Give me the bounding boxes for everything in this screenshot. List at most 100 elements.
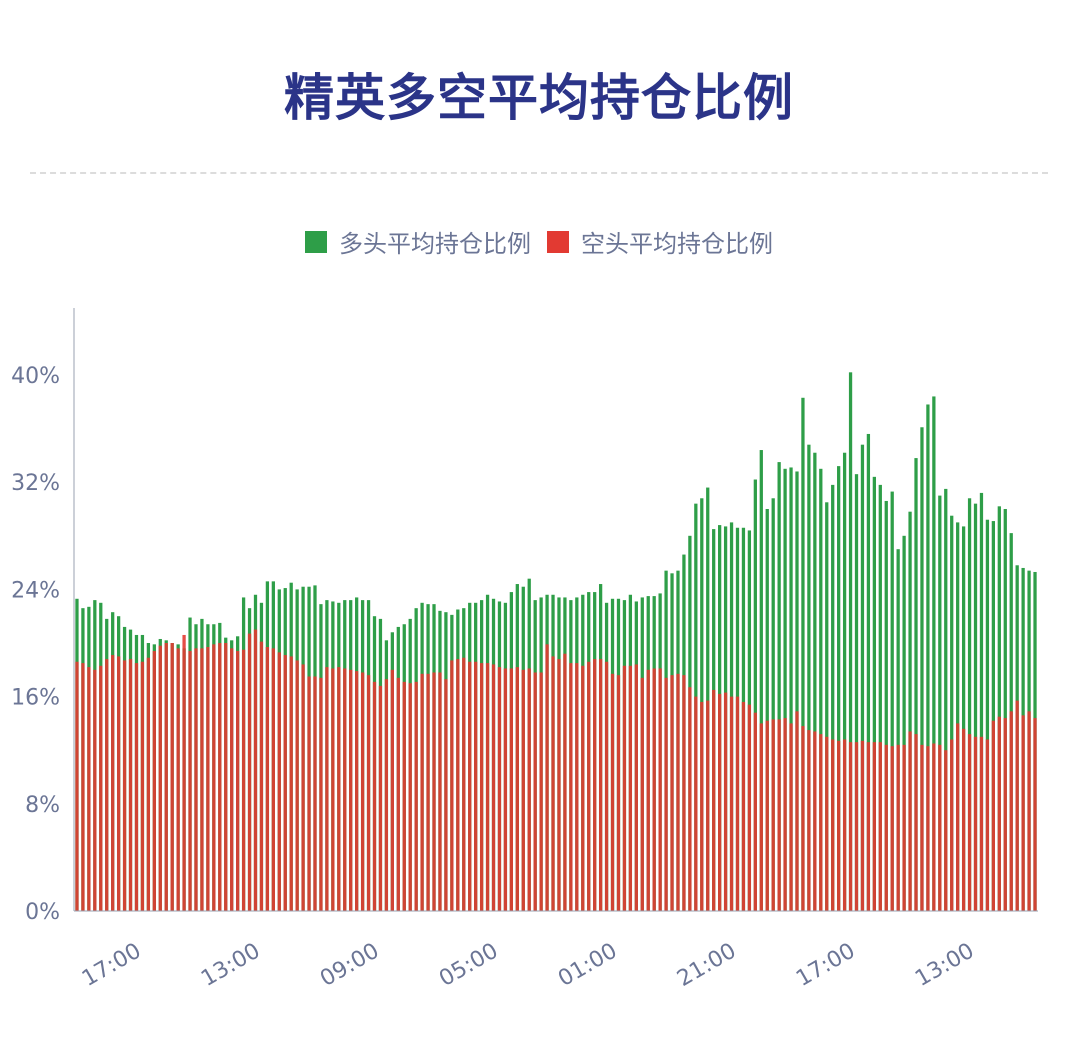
bar-short [545, 644, 549, 911]
chart-title: 精英多空平均持仓比例 [284, 69, 794, 127]
bar-long [961, 526, 966, 911]
x-tick-label: 17:00 [78, 939, 145, 992]
bar-short [81, 663, 85, 911]
bar-long [777, 462, 781, 911]
bar-short [360, 672, 365, 911]
bar-long [938, 495, 942, 911]
bar-short [265, 647, 270, 911]
bar-short [212, 644, 216, 911]
bar-long [783, 468, 787, 911]
bar-short [462, 657, 466, 911]
bar-short [218, 643, 222, 911]
bar-short [182, 634, 186, 911]
bar-short [87, 667, 91, 911]
bar-short [712, 689, 716, 911]
bar-short [967, 734, 972, 911]
bar-short [521, 669, 525, 911]
bar-short [414, 681, 418, 911]
bar-long [896, 549, 900, 911]
bar-short [759, 723, 763, 911]
bar-short [247, 633, 252, 911]
bar-short [396, 677, 400, 911]
legend-item-long[interactable]: 多头平均持仓比例 [305, 224, 531, 259]
y-axis-ticks: 0% 8% 16% 24% 32% 40% [11, 364, 60, 925]
bar-short [527, 668, 531, 911]
bar-short [146, 657, 151, 911]
bar-short [539, 672, 543, 911]
bar-short [372, 681, 377, 911]
bar-short [307, 676, 311, 911]
bar-short [569, 663, 573, 911]
bar-short [122, 660, 127, 911]
legend-item-short[interactable]: 空头平均持仓比例 [547, 224, 773, 259]
bar-short [1003, 718, 1007, 911]
bar-short [343, 668, 347, 911]
bar-short [491, 664, 496, 911]
bar-short [902, 744, 906, 911]
bar-long [878, 484, 882, 911]
bar-short [188, 651, 192, 911]
bar-short [944, 750, 948, 911]
bar-short [140, 661, 145, 911]
bar-short [729, 696, 734, 911]
bar-short [795, 711, 799, 911]
bar-short [319, 677, 323, 911]
bar-short [420, 673, 424, 911]
bar-short [598, 659, 603, 911]
bar-short [349, 669, 353, 911]
bar-long [848, 372, 853, 911]
x-tick-label: 21:00 [673, 939, 740, 992]
bar-short [741, 701, 746, 911]
bar-short [878, 742, 882, 911]
bar-long [706, 487, 710, 911]
divider [30, 172, 1048, 174]
bar-short [985, 739, 990, 911]
bar-short [111, 655, 115, 911]
bar-short [640, 677, 644, 911]
bar-short [557, 659, 561, 911]
y-tick-label: 24% [11, 578, 60, 603]
bar-short [438, 672, 442, 911]
y-tick-label: 8% [25, 793, 60, 818]
bar-short [694, 696, 698, 911]
x-tick-label: 01:00 [554, 939, 621, 992]
bar-short [331, 668, 335, 911]
bar-long [831, 484, 835, 911]
bar-short [908, 731, 912, 911]
bar-long [979, 492, 984, 911]
bar-short [105, 659, 109, 911]
bar-long [771, 498, 775, 911]
bar-long [765, 509, 769, 911]
bar-short [628, 665, 633, 911]
bar-short [551, 656, 555, 911]
bar-short [718, 693, 722, 911]
legend: 多头平均持仓比例 空头平均持仓比例 [0, 224, 1078, 259]
bar-short [831, 739, 835, 911]
bar-short [973, 736, 978, 911]
bar-short [664, 677, 668, 911]
bar-short [426, 673, 430, 911]
bar-long [950, 515, 954, 911]
bar-short [509, 668, 513, 911]
bar-short [575, 663, 579, 911]
bar-short [1027, 711, 1031, 911]
bar-long [789, 467, 793, 911]
bar-short [706, 700, 710, 911]
legend-label-short: 空头平均持仓比例 [581, 230, 773, 258]
y-tick-label: 0% [25, 900, 60, 925]
bar-short [158, 645, 162, 911]
bar-short [355, 671, 359, 911]
bar-long [795, 471, 799, 911]
x-axis-ticks: 17:00 13:00 09:00 05:00 01:00 21:00 17:00 13:00 [78, 939, 978, 992]
x-tick-label: 17:00 [792, 939, 859, 992]
bar-long [807, 444, 811, 911]
bar-short [200, 648, 204, 911]
bar-short [170, 643, 174, 911]
bar-short [848, 742, 853, 911]
bar-short [604, 661, 609, 911]
bar-short [1033, 718, 1037, 911]
bar-short [295, 660, 299, 911]
series-short-bars [75, 629, 1037, 911]
bar-short [771, 719, 775, 911]
bar-short [723, 692, 728, 911]
